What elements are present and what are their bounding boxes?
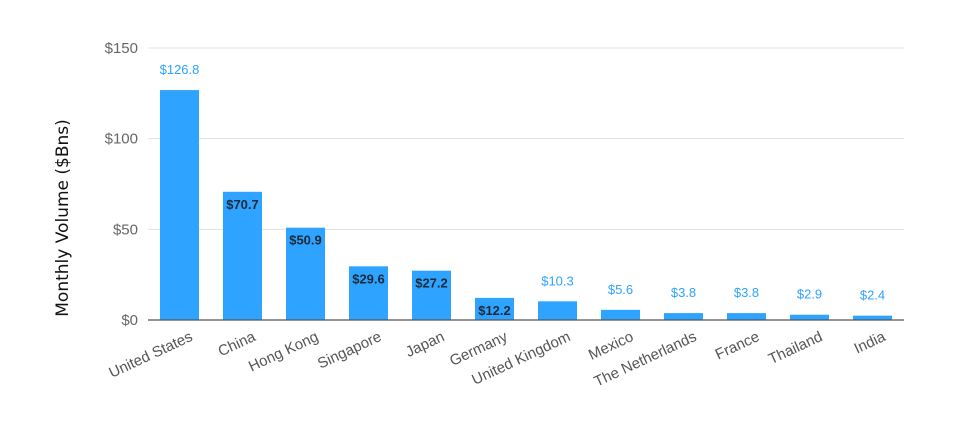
y-tick-label: $150 — [105, 40, 138, 57]
x-tick-label: China — [215, 328, 258, 360]
data-label: $50.9 — [289, 233, 322, 248]
y-tick-label: $0 — [121, 312, 138, 329]
y-axis-ticks: $0 $50 $100 $150 — [105, 40, 138, 329]
bar — [727, 313, 766, 320]
bar — [160, 90, 199, 320]
data-label: $29.6 — [352, 271, 385, 286]
bar — [664, 313, 703, 320]
bar — [538, 301, 577, 320]
y-tick-label: $50 — [113, 221, 138, 238]
bar — [790, 314, 829, 320]
data-label: $3.8 — [671, 285, 696, 300]
data-label: $2.4 — [860, 288, 885, 303]
x-tick-label: United States — [106, 328, 195, 381]
bar — [349, 266, 388, 320]
data-label: $5.6 — [608, 282, 633, 297]
bar — [412, 270, 451, 320]
bars — [160, 90, 892, 320]
bar — [223, 191, 262, 320]
x-tick-label: Thailand — [766, 328, 825, 368]
data-label: $12.2 — [478, 303, 511, 318]
data-label: $126.8 — [160, 62, 200, 77]
data-label: $3.8 — [734, 285, 759, 300]
x-tick-label: Hong Kong — [246, 328, 321, 375]
data-label: $70.7 — [226, 197, 259, 212]
x-tick-label: France — [713, 328, 762, 363]
x-tick-label: Singapore — [315, 328, 384, 372]
bar — [475, 297, 514, 320]
x-tick-label: India — [852, 328, 889, 357]
bar — [286, 227, 325, 320]
y-tick-label: $100 — [105, 131, 138, 148]
bar — [601, 309, 640, 320]
x-tick-label: Japan — [403, 328, 447, 361]
bar — [853, 315, 892, 320]
data-label: $27.2 — [415, 276, 448, 291]
y-axis-label: Monthly Volume ($Bns) — [53, 119, 73, 316]
data-label: $2.9 — [797, 287, 822, 302]
data-labels: $126.8 $70.7 $50.9 $29.6 $27.2 $12.2 $10.3 $5.6… — [160, 62, 886, 318]
gridlines — [148, 47, 904, 230]
data-label: $10.3 — [541, 273, 574, 288]
